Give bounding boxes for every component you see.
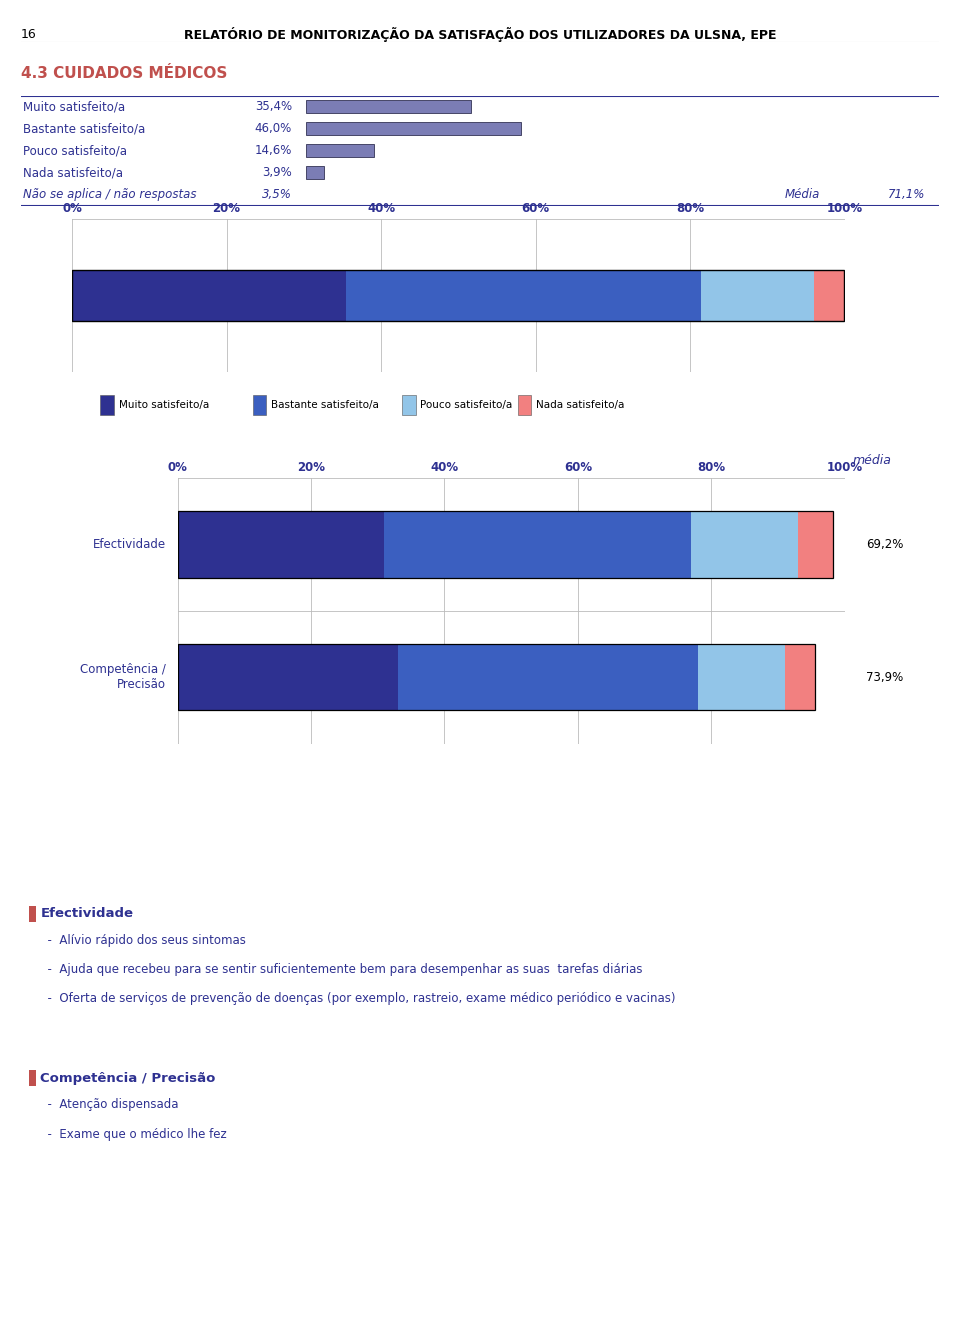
- Bar: [518, 396, 531, 414]
- Bar: [252, 396, 266, 414]
- Text: 3,9%: 3,9%: [262, 166, 292, 179]
- Text: 4.3 CUIDADOS MÉDICOS: 4.3 CUIDADOS MÉDICOS: [21, 65, 228, 81]
- Text: Muito satisfeito/a: Muito satisfeito/a: [23, 100, 125, 113]
- Bar: [397, 644, 698, 710]
- Text: 69,2%: 69,2%: [866, 538, 903, 551]
- Bar: [698, 644, 784, 710]
- Bar: [178, 644, 397, 710]
- Bar: [72, 270, 844, 321]
- Text: 73,9%: 73,9%: [866, 671, 903, 684]
- Bar: [814, 270, 844, 321]
- Text: Pouco satisfeito/a: Pouco satisfeito/a: [420, 400, 513, 410]
- Text: Média: Média: [784, 189, 820, 202]
- Bar: [701, 270, 814, 321]
- Text: Competência /
Precisão: Competência / Precisão: [81, 663, 166, 692]
- Text: -  Exame que o médico lhe fez: - Exame que o médico lhe fez: [40, 1127, 228, 1141]
- Bar: [798, 511, 832, 578]
- Text: -  Alívio rápido dos seus sintomas: - Alívio rápido dos seus sintomas: [40, 934, 246, 947]
- Text: 46,0%: 46,0%: [254, 122, 292, 135]
- Bar: [178, 644, 815, 710]
- Text: 16: 16: [21, 28, 36, 41]
- Bar: [178, 511, 832, 578]
- Text: -  Ajuda que recebeu para se sentir suficientemente bem para desempenhar as suas: - Ajuda que recebeu para se sentir sufic…: [40, 963, 643, 976]
- Text: Bastante satisfeito/a: Bastante satisfeito/a: [23, 122, 145, 135]
- Bar: [691, 511, 798, 578]
- Text: 14,6%: 14,6%: [254, 145, 292, 157]
- Bar: [384, 511, 691, 578]
- Text: -  Oferta de serviços de prevenção de doenças (por exemplo, rastreio, exame médi: - Oferta de serviços de prevenção de doe…: [40, 992, 676, 1005]
- Text: Efectividade: Efectividade: [93, 538, 166, 551]
- Text: Nada satisfeito/a: Nada satisfeito/a: [23, 166, 123, 179]
- Bar: [178, 511, 384, 578]
- Bar: [305, 166, 324, 179]
- Bar: [784, 644, 815, 710]
- Bar: [101, 396, 113, 414]
- Text: 35,4%: 35,4%: [254, 100, 292, 113]
- Text: Efectividade: Efectividade: [40, 907, 133, 920]
- Text: 3,5%: 3,5%: [262, 189, 292, 202]
- Text: Nada satisfeito/a: Nada satisfeito/a: [537, 400, 625, 410]
- Bar: [305, 122, 521, 135]
- Bar: [402, 396, 416, 414]
- Bar: [305, 145, 374, 157]
- Text: 71,1%: 71,1%: [888, 189, 925, 202]
- Bar: [305, 100, 471, 113]
- Text: RELATÓRIO DE MONITORIZAÇÃO DA SATISFAÇÃO DOS UTILIZADORES DA ULSNA, EPE: RELATÓRIO DE MONITORIZAÇÃO DA SATISFAÇÃO…: [183, 27, 777, 42]
- Text: Competência / Precisão: Competência / Precisão: [40, 1072, 216, 1085]
- Text: Não se aplica / não respostas: Não se aplica / não respostas: [23, 189, 197, 202]
- Text: -  Atenção dispensada: - Atenção dispensada: [40, 1098, 179, 1112]
- Text: Pouco satisfeito/a: Pouco satisfeito/a: [23, 145, 127, 157]
- Text: Bastante satisfeito/a: Bastante satisfeito/a: [271, 400, 379, 410]
- Bar: [72, 270, 346, 321]
- Bar: [346, 270, 701, 321]
- Text: média: média: [852, 454, 891, 467]
- Text: Muito satisfeito/a: Muito satisfeito/a: [119, 400, 209, 410]
